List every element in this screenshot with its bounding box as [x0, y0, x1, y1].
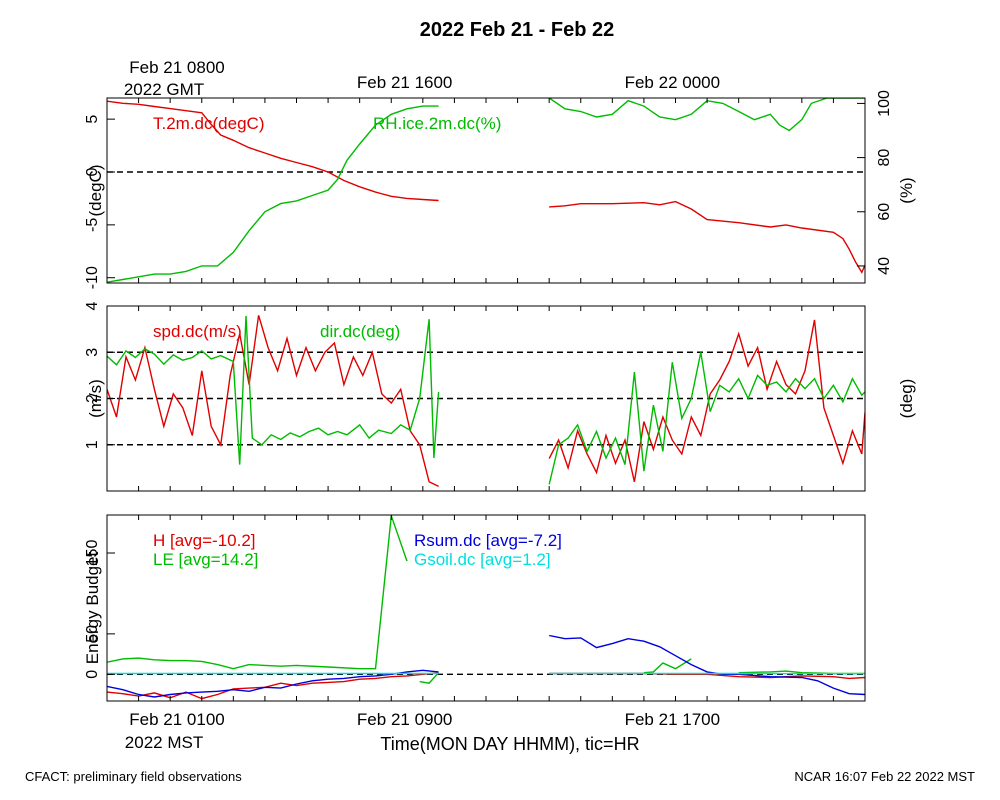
y-tick-label: 3: [84, 348, 101, 357]
bottom-tick-label: Feb 21 1700: [625, 710, 720, 729]
temperature-humidity-panel: -10 -5 0 5 40 60 80 100 (degC) (%) T.2m.dc(degC) RH…: [84, 90, 916, 289]
y2-tick-label: 100: [876, 90, 893, 117]
top-tick-label: Feb 21 1600: [357, 73, 452, 92]
series-line-blue: [107, 669, 439, 698]
series-line-red: [548, 319, 865, 482]
y2-axis-label: (deg): [897, 379, 916, 419]
y2-axis-label: (%): [897, 177, 916, 203]
series-line-green: [107, 105, 439, 283]
y-tick-label: 4: [84, 301, 101, 310]
y-tick-label: 0: [84, 670, 101, 679]
legend-entry: dir.dc(deg): [320, 322, 400, 341]
y-tick-label: 0: [84, 167, 101, 176]
y-tick-label: 50: [84, 625, 101, 643]
series-line-red: [107, 672, 439, 700]
legend-entry: Rsum.dc [avg=-7.2]: [414, 531, 562, 550]
bottom-tick-label: Feb 21 0100: [129, 710, 224, 729]
y2-tick-label: 60: [876, 203, 893, 221]
y-tick-label: 1: [84, 440, 101, 449]
wind-speed-direction-panel: 123490180(m/s)(deg)spd.dc(m/s)dir.dc(deg…: [84, 301, 916, 492]
series-line-red: [549, 200, 865, 274]
top-tick-label: Feb 22 0000: [625, 73, 720, 92]
y2-tick-label: 80: [876, 149, 893, 167]
y-tick-label: 2: [84, 394, 101, 403]
y-axis-label: (m/s): [86, 379, 105, 418]
footer-right-note: NCAR 16:07 Feb 22 2022 MST: [794, 769, 975, 784]
footer-left-note: CFACT: preliminary field observations: [25, 769, 242, 784]
legend-entry: Gsoil.dc [avg=1.2]: [414, 550, 551, 569]
legend-entry: spd.dc(m/s): [153, 322, 242, 341]
top-tick-label: Feb 21 0800: [129, 58, 224, 77]
series-line-red: [107, 315, 439, 488]
series-line-green: [643, 658, 692, 674]
y-tick-label: 150: [84, 540, 101, 567]
x-axis-label: Time(MON DAY HHMM), tic=HR: [380, 734, 639, 754]
legend-entry: T.2m.dc(degC): [153, 114, 264, 133]
bottom-tick-label: Feb 21 0900: [357, 710, 452, 729]
y2-tick-label: 40: [876, 257, 893, 275]
y-axis-label: (degC): [86, 165, 105, 217]
y-tick-label: -10: [84, 266, 101, 289]
bottom-time-axis: Feb 21 0100 2022 MST Feb 21 0900 Feb 21 170…: [125, 710, 720, 752]
series-line-green: [107, 315, 440, 465]
top-tick-sublabel: 2022 GMT: [124, 80, 204, 99]
y-axis-label: Energy Budget: [83, 551, 102, 664]
y-tick-label: -5: [84, 218, 101, 232]
bottom-tick-sublabel: 2022 MST: [125, 733, 203, 752]
figure-title: 2022 Feb 21 - Feb 22: [420, 19, 615, 41]
legend-entry: RH.ice.2m.dc(%): [373, 114, 501, 133]
series-line-red: [107, 100, 439, 202]
series-line-green: [419, 672, 440, 684]
series-line-green: [107, 515, 408, 670]
legend-entry: H [avg=-10.2]: [153, 531, 256, 550]
series-line-blue: [549, 634, 865, 696]
y-tick-label: 5: [84, 115, 101, 124]
series-line-green: [548, 352, 865, 485]
top-time-axis: Feb 21 0800 2022 GMT Feb 21 1600 Feb 22 000…: [124, 58, 720, 99]
legend-entry: LE [avg=14.2]: [153, 550, 258, 569]
